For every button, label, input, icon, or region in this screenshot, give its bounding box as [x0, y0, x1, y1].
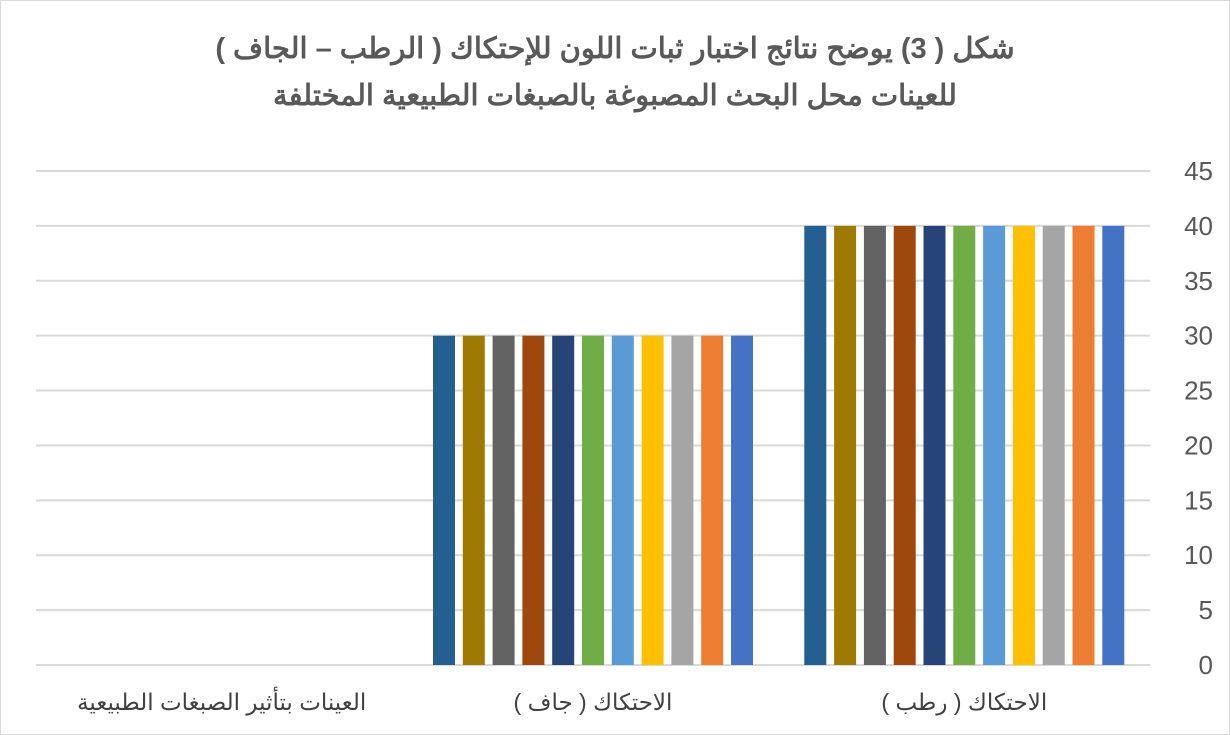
bar	[1042, 225, 1065, 665]
bar	[433, 335, 455, 665]
y-tick-label: 10	[1184, 540, 1213, 570]
y-tick-label: 20	[1184, 430, 1213, 460]
bar	[1072, 225, 1095, 665]
bar	[923, 225, 946, 665]
y-tick-label: 15	[1184, 485, 1213, 515]
bar	[953, 225, 976, 665]
bar	[641, 335, 664, 665]
chart-title: شكل ( 3) يوضح نتائج اختبار ثبات اللون لل…	[0, 26, 1230, 120]
y-tick-label: 35	[1184, 266, 1213, 296]
bar	[552, 335, 575, 665]
bar	[834, 225, 857, 665]
y-tick-label: 30	[1184, 321, 1213, 351]
bar	[863, 225, 886, 665]
category-labels: الاحتكاك ( رطب ) الاحتكاك ( جاف ) العينات …	[77, 686, 1047, 716]
bar	[522, 335, 545, 665]
bar	[731, 335, 753, 665]
bar	[983, 225, 1006, 665]
bars	[433, 225, 1125, 665]
bar	[1012, 225, 1035, 665]
bar	[462, 335, 485, 665]
bar	[804, 225, 827, 665]
category-label: العينات بتأثير الصبغات الطبيعية	[77, 686, 366, 716]
chart-title-line-2: للعينات محل البحث المصبوغة بالصبغات الطب…	[273, 80, 957, 112]
bar	[611, 335, 634, 665]
bar	[582, 335, 604, 665]
category-label: الاحتكاك ( جاف )	[514, 689, 673, 715]
bar	[492, 335, 515, 665]
y-axis-ticks: 0 5 10 15 20 25 30 35 40 45	[1184, 156, 1213, 680]
chart-title-line-1: شكل ( 3) يوضح نتائج اختبار ثبات اللون لل…	[215, 33, 1015, 65]
y-tick-label: 40	[1184, 211, 1213, 241]
bar	[893, 225, 916, 665]
y-tick-label: 45	[1184, 156, 1213, 186]
y-tick-label: 5	[1199, 595, 1213, 625]
bar	[1102, 225, 1125, 665]
bar	[701, 335, 724, 665]
y-tick-label: 25	[1184, 376, 1213, 406]
category-label: الاحتكاك ( رطب )	[881, 689, 1047, 716]
y-tick-label: 0	[1199, 650, 1213, 680]
bar	[671, 335, 694, 665]
